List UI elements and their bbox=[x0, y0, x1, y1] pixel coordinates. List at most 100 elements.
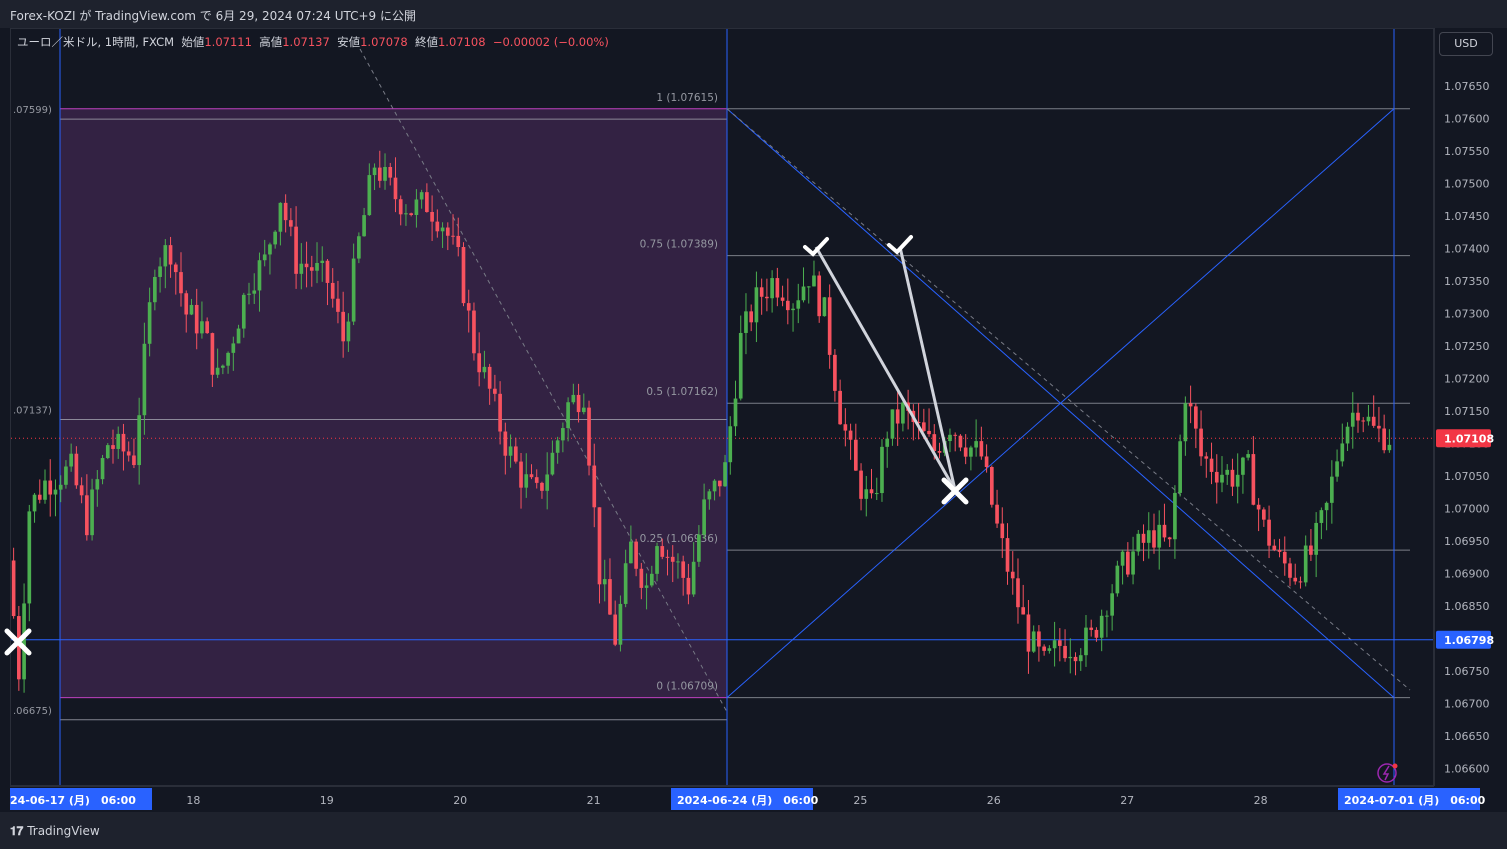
candle-body bbox=[132, 455, 136, 466]
candle-body bbox=[513, 446, 518, 462]
candle-body bbox=[681, 561, 686, 578]
candle-body bbox=[147, 302, 152, 344]
candle-body bbox=[995, 504, 999, 524]
candle-body bbox=[1110, 593, 1114, 616]
candle-body bbox=[393, 177, 398, 200]
price-axis[interactable] bbox=[1434, 28, 1507, 786]
candle-body bbox=[37, 494, 42, 500]
range-level-label: .07599) bbox=[13, 105, 52, 116]
candle-body bbox=[1016, 578, 1020, 608]
candle-body bbox=[833, 354, 837, 391]
candle-body bbox=[984, 456, 989, 468]
candle-body bbox=[1209, 458, 1214, 472]
y-tick-label: 1.06850 bbox=[1444, 600, 1490, 613]
candle-body bbox=[341, 311, 346, 342]
candle-body bbox=[336, 298, 340, 312]
candle-body bbox=[785, 300, 790, 311]
candle-body bbox=[1335, 461, 1339, 477]
candle-body bbox=[189, 304, 194, 315]
y-tick-label: 1.07400 bbox=[1444, 243, 1490, 256]
candle-body bbox=[613, 614, 618, 645]
candle-body bbox=[953, 434, 958, 436]
alert-lightning-icon bbox=[1377, 763, 1397, 783]
candle-body bbox=[205, 321, 209, 334]
candle-body bbox=[529, 474, 534, 478]
candle-body bbox=[1194, 406, 1198, 429]
candle-body bbox=[895, 409, 900, 424]
candle-body bbox=[1068, 656, 1073, 659]
candle-body bbox=[697, 534, 701, 562]
candle-body bbox=[587, 407, 591, 466]
candle-body bbox=[1131, 551, 1135, 575]
x-tick-highlight bbox=[671, 788, 813, 810]
candle-body bbox=[158, 266, 162, 277]
candle-body bbox=[241, 294, 246, 329]
candle-body bbox=[670, 556, 675, 562]
candle-body bbox=[1235, 474, 1240, 487]
candle-body bbox=[1042, 646, 1046, 651]
candle-body bbox=[1078, 655, 1083, 662]
candle-body bbox=[95, 479, 100, 490]
candle-body bbox=[11, 560, 16, 617]
trend-dashed bbox=[726, 108, 1411, 691]
candle-body bbox=[1340, 443, 1345, 462]
x-tick-label: 25 bbox=[853, 794, 867, 807]
x-tick-label: 2024-07-01 (月) 06:00 bbox=[1344, 794, 1486, 807]
candle-body bbox=[1377, 425, 1381, 429]
candle-body bbox=[1204, 456, 1209, 459]
candle-body bbox=[566, 402, 570, 429]
candle-body bbox=[634, 541, 638, 569]
candle-body bbox=[1152, 530, 1156, 548]
symbol-legend: ユーロ／米ドル, 1時間, FXCM 始値1.07111 高値1.07137 安… bbox=[17, 34, 609, 50]
candle-body bbox=[1314, 522, 1318, 555]
candle-body bbox=[597, 507, 602, 585]
y-tick-label: 1.07050 bbox=[1444, 470, 1490, 483]
candle-body bbox=[430, 211, 434, 222]
candle-body bbox=[1230, 469, 1235, 487]
candle-body bbox=[194, 304, 199, 334]
candle-body bbox=[733, 398, 738, 427]
candle-body bbox=[1115, 565, 1120, 594]
candle-body bbox=[1288, 563, 1292, 578]
candle-body bbox=[294, 226, 298, 274]
candle-body bbox=[27, 511, 32, 604]
candle-body bbox=[1089, 627, 1094, 630]
close-label: 終値 bbox=[414, 35, 438, 49]
candle-body bbox=[163, 245, 168, 267]
time-axis[interactable] bbox=[10, 786, 1434, 813]
candle-body bbox=[969, 447, 973, 457]
candle-body bbox=[765, 296, 769, 299]
candle-body bbox=[1330, 476, 1334, 503]
candle-body bbox=[53, 489, 58, 495]
candle-body bbox=[744, 311, 748, 333]
candle-body bbox=[1241, 457, 1245, 475]
candle-body bbox=[268, 244, 272, 255]
currency-button[interactable]: USD bbox=[1439, 32, 1493, 56]
y-tick-label: 1.07000 bbox=[1444, 503, 1490, 516]
candle-body bbox=[921, 422, 926, 431]
x-tick-label: 18 bbox=[186, 794, 200, 807]
candle-body bbox=[869, 489, 874, 494]
candle-body bbox=[885, 438, 890, 447]
candle-body bbox=[503, 431, 508, 456]
symbol-name[interactable]: ユーロ／米ドル, 1時間, FXCM bbox=[17, 35, 175, 49]
candle-body bbox=[100, 458, 105, 480]
candle-body bbox=[1256, 504, 1261, 510]
candle-body bbox=[655, 546, 659, 574]
candle-body bbox=[1005, 538, 1010, 572]
price-tag bbox=[1436, 630, 1491, 649]
candle-body bbox=[1031, 631, 1036, 652]
candle-body bbox=[576, 394, 581, 413]
candle-body bbox=[320, 260, 325, 263]
x-tick-label: 19 bbox=[320, 794, 334, 807]
y-tick-label: 1.07150 bbox=[1444, 405, 1490, 418]
candle-body bbox=[1303, 545, 1308, 583]
candle-body bbox=[540, 482, 544, 491]
lightning-bolt-icon bbox=[1382, 765, 1390, 781]
x-tick-label: 24-06-17 (月) 06:00 bbox=[10, 794, 136, 807]
candle-body bbox=[1162, 524, 1167, 538]
candle-body bbox=[362, 215, 366, 237]
candle-body bbox=[388, 167, 393, 178]
candle-body bbox=[644, 585, 649, 588]
